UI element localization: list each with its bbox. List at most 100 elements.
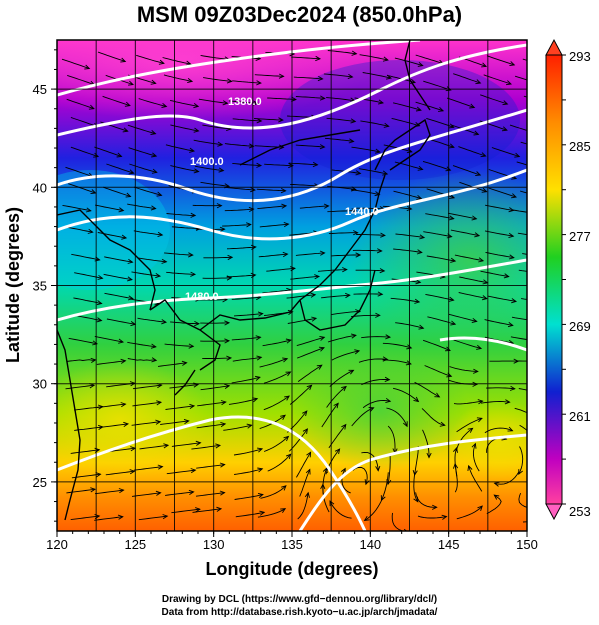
streamline	[387, 425, 396, 454]
x-tick-label: 130	[203, 537, 225, 552]
streamline-arrowhead	[280, 188, 287, 194]
colorbar-bar	[545, 54, 563, 505]
streamline	[103, 186, 131, 197]
streamline	[133, 230, 163, 236]
streamline-arrowhead	[256, 118, 263, 124]
streamline	[138, 515, 168, 521]
streamline-arrowhead	[248, 143, 255, 149]
streamline	[426, 188, 455, 199]
streamline-arrowhead	[541, 359, 546, 363]
streamline	[514, 75, 527, 81]
streamline-arrowhead	[257, 492, 264, 498]
streamline-arrowhead	[118, 207, 125, 213]
streamline-arrowhead	[306, 451, 312, 458]
streamline-arrowhead	[220, 400, 227, 406]
streamline-arrowhead	[288, 162, 294, 169]
streamline-arrowhead	[448, 143, 455, 149]
streamline	[518, 446, 524, 475]
streamline	[200, 54, 230, 60]
streamline	[131, 492, 161, 497]
streamline-arrowhead	[287, 309, 294, 315]
streamline-arrowhead	[219, 490, 226, 496]
streamline-arrowhead	[311, 316, 318, 322]
streamline-arrowhead	[417, 165, 424, 171]
streamline	[450, 229, 480, 237]
streamline	[262, 289, 292, 294]
streamline-arrowhead	[125, 192, 132, 198]
streamline	[198, 98, 228, 104]
streamline-arrowhead	[354, 349, 361, 355]
streamline-arrowhead	[452, 462, 459, 469]
streamline-arrowhead	[333, 402, 339, 409]
streamline-arrowhead	[183, 418, 190, 425]
credit-drawing: Drawing by DCL (https://www.gfd−dennou.o…	[161, 594, 438, 605]
streamline-arrowhead	[329, 500, 335, 507]
contour-label-1440: 1440.0	[345, 206, 379, 218]
streamline-arrowhead	[509, 385, 516, 391]
streamline	[163, 74, 193, 82]
streamline	[105, 470, 135, 476]
streamline-arrowhead	[88, 104, 95, 110]
streamline	[96, 403, 126, 409]
streamline-arrowhead	[319, 95, 326, 101]
streamline	[485, 251, 514, 259]
streamline-arrowhead	[252, 100, 259, 106]
streamline-arrowhead	[126, 276, 133, 282]
streamline-arrowhead	[218, 167, 225, 173]
streamline-arrowhead	[188, 489, 195, 495]
x-tick-label: 140	[359, 537, 381, 552]
streamline-arrowhead	[254, 375, 261, 381]
streamline-arrowhead	[405, 360, 412, 366]
streamline	[331, 310, 361, 316]
streamline	[232, 80, 261, 84]
streamline	[424, 365, 452, 377]
streamline-arrowhead	[188, 343, 195, 349]
streamline	[421, 408, 445, 426]
streamline-arrowhead	[475, 79, 482, 85]
streamline-arrowhead	[306, 384, 313, 391]
streamline-arrowhead	[503, 273, 510, 279]
streamline	[393, 248, 422, 253]
streamline-arrowhead	[350, 333, 357, 339]
streamline-arrowhead	[444, 346, 451, 352]
streamline-arrowhead	[547, 519, 552, 523]
streamline-arrowhead	[181, 360, 188, 366]
streamline	[486, 387, 515, 390]
contour-label-1400: 1400.0	[190, 156, 224, 168]
streamline	[468, 465, 483, 492]
streamline	[327, 334, 356, 343]
streamline	[266, 267, 295, 272]
streamline-arrowhead	[155, 419, 162, 425]
streamline-arrowhead	[282, 357, 289, 363]
streamline	[99, 423, 129, 428]
streamline-arrowhead	[501, 126, 508, 132]
streamline	[317, 269, 347, 272]
streamline-arrowhead	[535, 339, 540, 343]
streamline	[131, 421, 161, 426]
streamline	[394, 57, 423, 67]
streamline-arrowhead	[257, 467, 264, 473]
temperature-field	[57, 40, 552, 531]
streamline-arrowhead	[509, 61, 516, 67]
streamline-arrowhead	[475, 171, 482, 177]
streamline	[414, 446, 419, 475]
streamline	[233, 448, 263, 456]
streamline-arrowhead	[438, 106, 445, 112]
streamline	[137, 317, 167, 323]
streamline	[381, 472, 389, 501]
streamline	[203, 77, 232, 82]
streamline	[232, 356, 262, 362]
streamline-arrowhead	[161, 319, 168, 325]
streamline	[414, 381, 440, 398]
streamline-arrowhead	[246, 423, 253, 429]
streamline	[96, 360, 126, 365]
streamline-arrowhead	[284, 395, 290, 401]
streamline-arrowhead	[257, 447, 264, 453]
streamline	[290, 183, 319, 187]
streamline-arrowhead	[97, 274, 104, 280]
streamline-arrowhead	[537, 211, 542, 215]
streamline-arrowhead	[87, 228, 94, 234]
streamline-arrowhead	[96, 317, 103, 323]
streamline-arrowhead	[151, 357, 158, 363]
streamline	[203, 256, 233, 259]
